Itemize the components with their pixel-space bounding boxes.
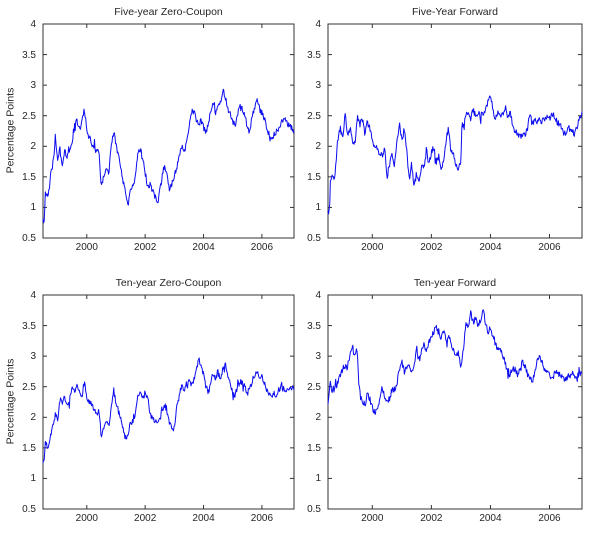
y-tick-label: 4 [315, 290, 321, 301]
y-tick-label: 1 [30, 473, 36, 485]
series-line [42, 88, 295, 224]
plot-area [327, 294, 583, 510]
x-tick-label: 2000 [361, 513, 384, 524]
chart-title: Ten-year Zero-Coupon [115, 277, 222, 289]
x-tick-label: 2004 [479, 513, 502, 524]
x-tick-label: 2004 [192, 513, 215, 524]
x-tick-label: 2004 [192, 242, 215, 253]
y-tick-label: 3 [315, 351, 321, 363]
x-tick-label: 2006 [538, 242, 561, 253]
series-line [42, 357, 295, 464]
y-tick-label: 2 [315, 141, 321, 153]
subplot-five-year-forward: Five-Year Forward 2000 2002 2004 2006 0.5 1 1.… [300, 0, 600, 271]
x-tick-label: 2004 [479, 242, 502, 253]
y-tick-label: 1.5 [22, 442, 36, 454]
plot-area [327, 23, 583, 239]
x-tick-label: 2002 [134, 513, 157, 524]
axis-box [327, 23, 583, 239]
y-tick-label: 3 [315, 80, 321, 92]
plot-area [42, 294, 295, 510]
y-tick-label: 1.5 [22, 171, 36, 183]
x-tick-label: 2006 [250, 513, 274, 524]
y-tick-label: 1.5 [307, 442, 321, 454]
x-tick-label: 2000 [75, 242, 98, 253]
y-tick-label: 3.5 [22, 49, 36, 61]
series-line [327, 95, 583, 215]
y-tick-label: 0.5 [307, 504, 321, 515]
subplot-ten-year-forward: Ten-year Forward 2000 2002 2004 2006 0.5 1 1.5… [300, 271, 600, 542]
y-tick-label: 0.5 [22, 233, 36, 244]
y-tick-label: 2.5 [22, 110, 36, 122]
y-tick-label: 2 [30, 412, 36, 424]
y-tick-label: 3.5 [307, 49, 321, 61]
y-tick-label: 4 [315, 19, 321, 30]
y-tick-label: 2.5 [307, 110, 321, 122]
y-tick-label: 0.5 [307, 233, 321, 244]
y-tick-label: 0.5 [22, 504, 36, 515]
y-tick-label: 2 [315, 412, 321, 424]
chart-title: Ten-year Forward [413, 277, 497, 289]
plot-area [42, 23, 295, 239]
chart-title: Five-Year Forward [412, 6, 498, 18]
y-tick-label: 1 [30, 202, 36, 214]
y-tick-label: 1 [315, 202, 321, 214]
series-line [327, 309, 583, 415]
x-tick-label: 2002 [420, 242, 443, 253]
y-tick-label: 2.5 [22, 381, 36, 393]
y-tick-label: 2 [30, 141, 36, 153]
axis-box [42, 23, 295, 239]
subplot-five-year-zero-coupon: Five-year Zero-Coupon Percentage Points … [0, 0, 300, 271]
x-tick-label: 2006 [538, 513, 561, 524]
y-tick-label: 4 [30, 290, 36, 301]
x-tick-label: 2000 [361, 242, 384, 253]
y-tick-label: 4 [30, 19, 36, 30]
x-tick-label: 2006 [250, 242, 274, 253]
x-tick-label: 2000 [75, 513, 98, 524]
y-tick-label: 2.5 [307, 381, 321, 393]
chart-title: Five-year Zero-Coupon [114, 6, 223, 18]
subplot-ten-year-zero-coupon: Ten-year Zero-Coupon Percentage Points 2… [0, 271, 300, 542]
y-tick-label: 3 [30, 351, 36, 363]
x-tick-label: 2002 [420, 513, 443, 524]
y-tick-label: 3.5 [307, 320, 321, 332]
y-tick-label: 1 [315, 473, 321, 485]
y-tick-label: 1.5 [307, 171, 321, 183]
y-tick-label: 3.5 [22, 320, 36, 332]
x-tick-label: 2002 [134, 242, 157, 253]
y-tick-label: 3 [30, 80, 36, 92]
axis-box [42, 294, 295, 510]
